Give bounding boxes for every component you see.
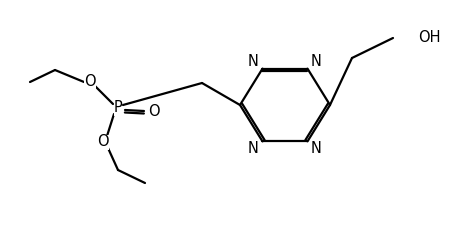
Text: P: P <box>113 100 122 116</box>
Text: N: N <box>248 54 258 69</box>
Text: OH: OH <box>417 31 440 45</box>
Text: N: N <box>310 141 321 156</box>
Text: O: O <box>97 134 109 150</box>
Text: N: N <box>310 54 321 69</box>
Text: N: N <box>248 141 258 156</box>
Text: O: O <box>84 75 96 89</box>
Text: O: O <box>148 104 159 120</box>
